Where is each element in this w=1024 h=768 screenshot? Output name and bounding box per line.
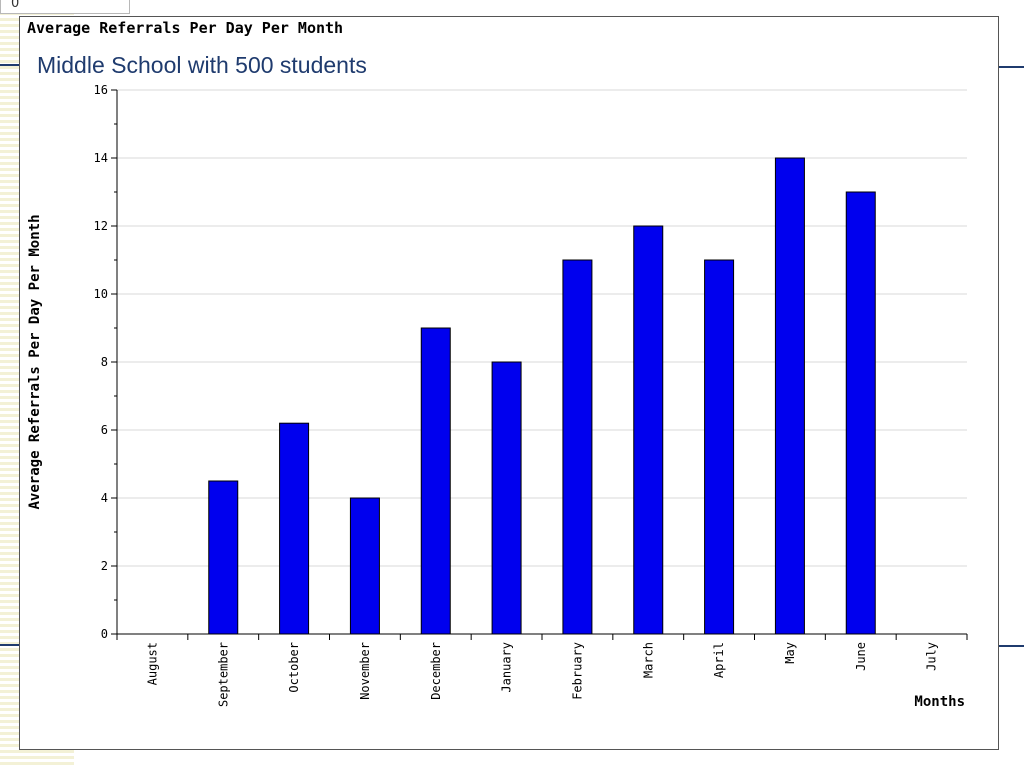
bar-may — [774, 157, 805, 635]
x-tick-label: April — [712, 642, 726, 678]
y-tick-label: 4 — [101, 491, 108, 505]
x-tick-label: August — [145, 642, 159, 685]
x-tick-label: June — [854, 642, 868, 671]
bar-december — [420, 327, 451, 635]
y-tick-label: 2 — [101, 559, 108, 573]
y-tick-label: 0 — [101, 627, 108, 641]
bars — [208, 157, 876, 635]
bar-september — [208, 480, 239, 635]
y-ticks: 0 2 4 6 8 10 12 14 16 — [94, 83, 117, 641]
y-tick-label: 8 — [101, 355, 108, 369]
bar-june — [845, 191, 876, 635]
y-tick-label: 6 — [101, 423, 108, 437]
x-ticks: August September October November December Ja… — [116, 634, 968, 707]
bar-october — [279, 422, 310, 635]
x-tick-label: July — [925, 642, 939, 671]
chart-title: Average Referrals Per Day Per Month — [27, 19, 344, 37]
bar-november — [349, 497, 380, 635]
y-tick-label: 12 — [94, 219, 108, 233]
slide-rule-right-top — [999, 66, 1024, 68]
window-tab-text: 0 — [11, 0, 20, 11]
x-tick-label: September — [216, 642, 230, 707]
bar-february — [562, 259, 593, 635]
gridlines — [117, 89, 967, 567]
x-tick-label: May — [783, 642, 797, 664]
x-tick-label: October — [287, 642, 301, 693]
x-axis-label: Months — [914, 694, 965, 710]
x-tick-label: December — [429, 642, 443, 700]
y-tick-label: 10 — [94, 287, 108, 301]
window-tab-stub: 0 — [0, 0, 130, 14]
bar-january — [491, 361, 522, 635]
bar-march — [633, 225, 664, 635]
y-axis-label: Average Referrals Per Day Per Month — [27, 214, 43, 509]
slide-rule-left-top — [0, 64, 20, 66]
x-tick-label: March — [641, 642, 655, 678]
x-tick-label: November — [358, 642, 372, 700]
y-tick-label: 14 — [94, 151, 108, 165]
x-tick-label: January — [500, 642, 514, 693]
x-tick-label: February — [570, 642, 584, 700]
y-tick-label: 16 — [94, 83, 108, 97]
chart-subtitle: Middle School with 500 students — [37, 52, 367, 78]
bar-april — [704, 259, 735, 635]
slide-rule-left-bottom — [0, 644, 20, 646]
slide-rule-right-bottom — [999, 645, 1024, 647]
